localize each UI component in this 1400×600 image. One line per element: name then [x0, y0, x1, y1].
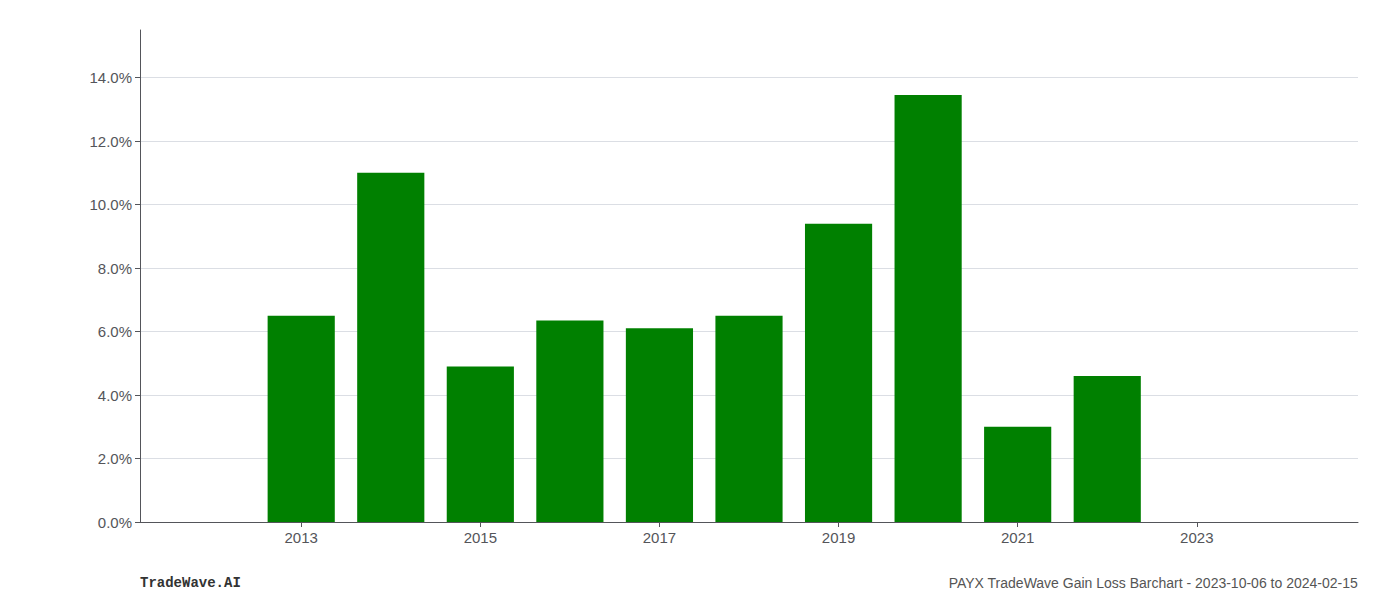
svg-text:2021: 2021 — [1001, 529, 1034, 546]
svg-text:2013: 2013 — [285, 529, 318, 546]
svg-text:4.0%: 4.0% — [98, 387, 132, 404]
svg-text:2.0%: 2.0% — [98, 450, 132, 467]
svg-text:2017: 2017 — [643, 529, 676, 546]
svg-text:10.0%: 10.0% — [89, 196, 132, 213]
svg-text:TradeWave.AI: TradeWave.AI — [140, 575, 241, 591]
svg-text:0.0%: 0.0% — [98, 514, 132, 531]
svg-text:14.0%: 14.0% — [89, 69, 132, 86]
svg-text:2015: 2015 — [464, 529, 497, 546]
svg-text:2019: 2019 — [822, 529, 855, 546]
svg-text:6.0%: 6.0% — [98, 323, 132, 340]
svg-text:8.0%: 8.0% — [98, 260, 132, 277]
svg-text:12.0%: 12.0% — [89, 133, 132, 150]
svg-text:PAYX TradeWave Gain Loss Barch: PAYX TradeWave Gain Loss Barchart - 2023… — [949, 575, 1358, 591]
svg-text:2023: 2023 — [1180, 529, 1213, 546]
